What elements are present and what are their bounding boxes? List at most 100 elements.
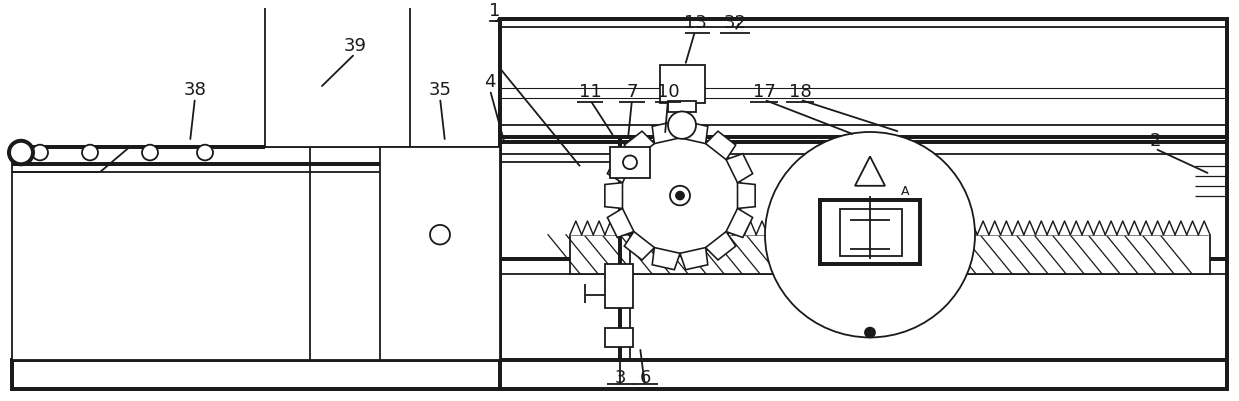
Polygon shape: [605, 183, 622, 209]
Circle shape: [623, 156, 637, 170]
Polygon shape: [721, 221, 733, 235]
Polygon shape: [1198, 221, 1211, 235]
Bar: [605, 328, 633, 347]
Polygon shape: [675, 221, 686, 235]
Polygon shape: [838, 221, 849, 235]
Polygon shape: [705, 232, 736, 260]
Text: 38: 38: [183, 81, 207, 99]
Text: A: A: [901, 185, 909, 198]
Polygon shape: [1036, 221, 1047, 235]
Polygon shape: [1187, 221, 1198, 235]
Circle shape: [618, 136, 742, 257]
Polygon shape: [1094, 221, 1105, 235]
Polygon shape: [872, 221, 885, 235]
Bar: [570, 235, 1211, 274]
Polygon shape: [607, 154, 634, 183]
Polygon shape: [745, 221, 756, 235]
Bar: [840, 210, 902, 257]
Text: 6: 6: [639, 369, 650, 386]
Polygon shape: [652, 122, 680, 144]
Polygon shape: [849, 221, 861, 235]
Bar: [668, 101, 696, 113]
Polygon shape: [1047, 221, 1059, 235]
Circle shape: [670, 186, 690, 206]
Text: 2: 2: [1150, 131, 1161, 149]
Polygon shape: [628, 221, 639, 235]
Circle shape: [865, 328, 875, 338]
Text: 3: 3: [615, 369, 626, 386]
Polygon shape: [861, 221, 872, 235]
Bar: [610, 147, 650, 178]
Bar: [12, 147, 501, 360]
Polygon shape: [593, 221, 605, 235]
Polygon shape: [919, 221, 930, 235]
Bar: [820, 201, 921, 264]
Circle shape: [142, 145, 159, 161]
Text: 17: 17: [752, 83, 776, 101]
Circle shape: [32, 145, 48, 161]
Circle shape: [197, 145, 213, 161]
Text: 39: 39: [343, 36, 367, 55]
Polygon shape: [943, 221, 954, 235]
Polygon shape: [803, 221, 814, 235]
Polygon shape: [652, 221, 663, 235]
Polygon shape: [1175, 221, 1187, 235]
Polygon shape: [885, 221, 896, 235]
Polygon shape: [680, 248, 707, 270]
Polygon shape: [1163, 221, 1175, 235]
Polygon shape: [663, 221, 675, 235]
Polygon shape: [680, 122, 707, 144]
Polygon shape: [1070, 221, 1082, 235]
Polygon shape: [855, 157, 885, 186]
Polygon shape: [652, 248, 680, 270]
Bar: [660, 66, 705, 103]
Polygon shape: [965, 221, 978, 235]
Text: 35: 35: [429, 81, 451, 99]
Text: 32: 32: [724, 14, 747, 32]
Bar: [501, 20, 1227, 138]
Polygon shape: [790, 221, 803, 235]
Text: 7: 7: [626, 83, 638, 101]
Polygon shape: [710, 221, 721, 235]
Polygon shape: [756, 221, 768, 235]
Polygon shape: [978, 221, 989, 235]
Polygon shape: [726, 209, 752, 238]
Polygon shape: [624, 132, 654, 160]
Polygon shape: [686, 221, 698, 235]
Polygon shape: [1059, 221, 1070, 235]
Polygon shape: [605, 221, 617, 235]
Polygon shape: [733, 221, 745, 235]
Polygon shape: [607, 209, 634, 238]
Polygon shape: [617, 221, 628, 235]
Polygon shape: [896, 221, 907, 235]
Circle shape: [668, 112, 696, 140]
Polygon shape: [989, 221, 1001, 235]
Bar: [380, 147, 501, 360]
Polygon shape: [1116, 221, 1129, 235]
Text: 18: 18: [789, 83, 812, 101]
Polygon shape: [570, 221, 581, 235]
Circle shape: [430, 225, 450, 245]
Polygon shape: [1140, 221, 1152, 235]
Polygon shape: [624, 232, 654, 260]
Polygon shape: [1023, 221, 1036, 235]
Polygon shape: [1105, 221, 1116, 235]
Circle shape: [676, 192, 684, 200]
Bar: [12, 360, 1227, 389]
Text: 13: 13: [684, 14, 706, 32]
Polygon shape: [639, 221, 652, 235]
Text: 1: 1: [489, 2, 501, 20]
Polygon shape: [814, 221, 826, 235]
Polygon shape: [1082, 221, 1094, 235]
Circle shape: [764, 133, 975, 338]
Polygon shape: [581, 221, 593, 235]
Bar: [605, 264, 633, 308]
Polygon shape: [698, 221, 710, 235]
Polygon shape: [1001, 221, 1012, 235]
Polygon shape: [907, 221, 919, 235]
Polygon shape: [930, 221, 943, 235]
Polygon shape: [826, 221, 838, 235]
Circle shape: [82, 145, 98, 161]
Polygon shape: [1012, 221, 1023, 235]
Polygon shape: [954, 221, 965, 235]
